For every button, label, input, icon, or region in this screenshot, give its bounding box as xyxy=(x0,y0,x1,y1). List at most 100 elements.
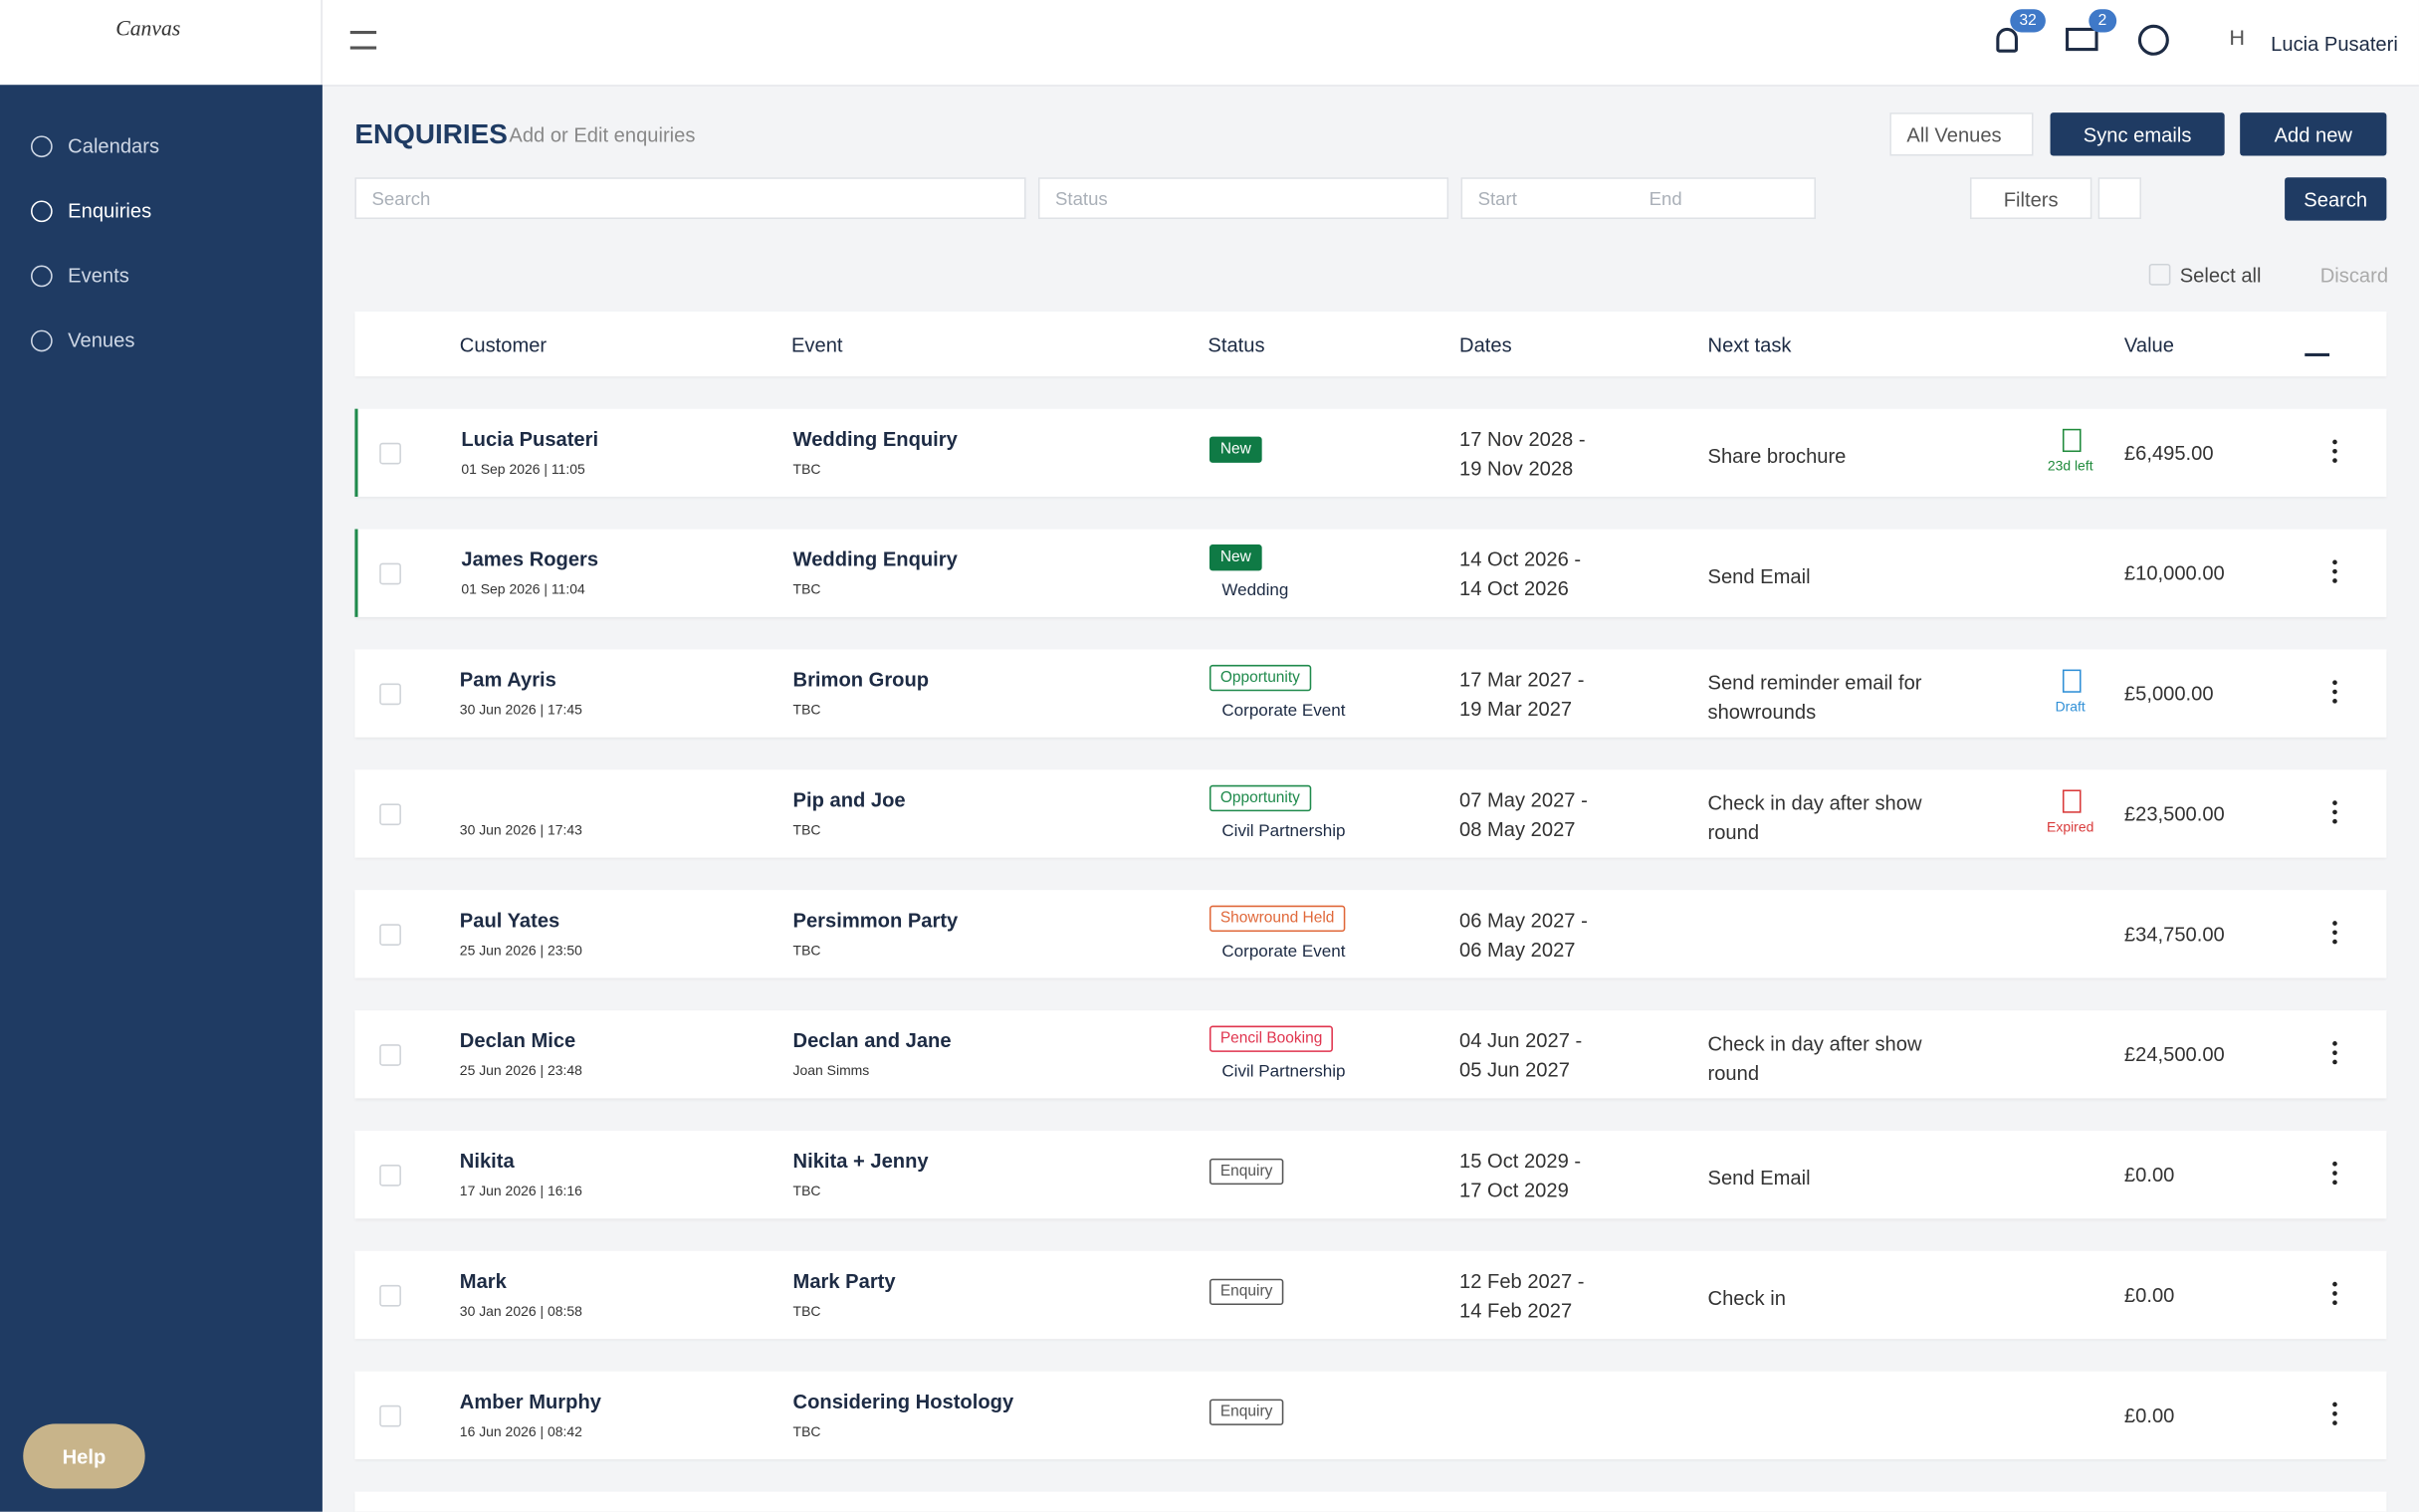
user-name[interactable]: Lucia Pusateri xyxy=(2271,32,2398,56)
row[interactable] xyxy=(354,1371,2387,1460)
column-header: Customer xyxy=(459,332,548,356)
row-menu[interactable] xyxy=(2332,680,2337,686)
value: £34,750.00 xyxy=(2123,922,2225,946)
column-header: Status xyxy=(1208,332,1265,356)
row-menu[interactable] xyxy=(2332,439,2337,445)
nav-item[interactable]: Enquiries xyxy=(30,199,151,222)
next-task: Send Email xyxy=(1707,564,1811,588)
event-type: Civil Partnership xyxy=(1221,821,1346,841)
row[interactable] xyxy=(354,649,2387,738)
status-tag: New xyxy=(1209,436,1262,463)
date: 05 Jun 2027 xyxy=(1459,1058,1570,1082)
status-tag: Enquiry xyxy=(1209,1399,1284,1425)
value: £24,500.00 xyxy=(2123,1042,2225,1066)
date: 17 Oct 2029 xyxy=(1459,1178,1569,1202)
search-button[interactable]: Search xyxy=(2285,177,2387,221)
event: Declan and Jane xyxy=(792,1028,952,1052)
row[interactable] xyxy=(354,529,2387,617)
search-input[interactable]: Search xyxy=(354,177,1026,220)
row[interactable] xyxy=(354,769,2387,858)
nav-item[interactable]: Events xyxy=(30,264,129,287)
menu-toggle[interactable] xyxy=(349,30,377,50)
checkbox[interactable] xyxy=(379,924,401,946)
add-button[interactable]: Add new xyxy=(2240,112,2387,156)
event: Nikita + Jenny xyxy=(792,1149,929,1173)
status-tag: New xyxy=(1209,544,1262,571)
notification-badge: 32 xyxy=(2010,9,2047,33)
row-menu[interactable] xyxy=(2332,800,2337,805)
event: Considering Hostology xyxy=(792,1390,1014,1413)
next-task: Check in xyxy=(1707,1286,1786,1310)
created: 30 Jun 2026 | 17:45 xyxy=(459,702,582,718)
filters-button[interactable]: Filters xyxy=(1969,177,2092,220)
event-type: Civil Partnership xyxy=(1221,1062,1346,1082)
select-all-checkbox[interactable] xyxy=(2148,263,2171,286)
row-menu[interactable] xyxy=(2332,1281,2337,1287)
column-header: Dates xyxy=(1459,332,1512,356)
help-button[interactable]: Help xyxy=(23,1423,145,1489)
date: 12 Feb 2027 - xyxy=(1459,1269,1585,1293)
date: 08 May 2027 xyxy=(1459,817,1576,841)
value: £5,000.00 xyxy=(2123,681,2214,706)
row[interactable] xyxy=(354,1250,2387,1340)
sync-button[interactable]: Sync emails xyxy=(2050,112,2225,156)
list-view[interactable] xyxy=(2097,177,2141,220)
chat-icon[interactable] xyxy=(2137,24,2169,56)
status-tag: Enquiry xyxy=(1209,1278,1284,1306)
value: £10,000.00 xyxy=(2123,561,2225,585)
row-menu[interactable] xyxy=(2332,1041,2337,1046)
row-menu[interactable] xyxy=(2332,559,2337,565)
contact: TBC xyxy=(792,702,821,718)
date: 14 Oct 2026 xyxy=(1459,576,1569,600)
row[interactable] xyxy=(354,890,2387,978)
date: 15 Oct 2029 - xyxy=(1459,1149,1582,1173)
row-menu[interactable] xyxy=(2332,1402,2337,1407)
row-menu[interactable] xyxy=(2332,1161,2337,1167)
checkbox[interactable] xyxy=(379,1165,401,1187)
date-range[interactable]: Start End xyxy=(1460,177,1816,220)
value: £0.00 xyxy=(2123,1163,2175,1187)
customer: Mark xyxy=(459,1269,507,1293)
checkbox[interactable] xyxy=(379,803,401,826)
select-all[interactable]: Select all xyxy=(2179,263,2262,288)
date: 17 Mar 2027 - xyxy=(1459,668,1585,692)
bell-icon[interactable] xyxy=(1996,27,2019,53)
status-tag: Enquiry xyxy=(1209,1158,1284,1186)
checkbox[interactable] xyxy=(379,1284,401,1307)
download-icon[interactable] xyxy=(2305,328,2330,356)
contact: TBC xyxy=(792,581,821,597)
checkbox[interactable] xyxy=(379,1044,401,1066)
column-header: Value xyxy=(2123,332,2174,356)
customer: Lucia Pusateri xyxy=(461,427,599,451)
start: Start xyxy=(1477,188,1517,210)
row[interactable] xyxy=(354,408,2387,498)
nav-item[interactable]: Calendars xyxy=(30,134,159,157)
created: 01 Sep 2026 | 11:04 xyxy=(461,581,585,597)
discard[interactable]: Discard xyxy=(2319,263,2389,288)
contact: TBC xyxy=(792,942,821,959)
row[interactable] xyxy=(354,1010,2387,1099)
value: £23,500.00 xyxy=(2123,801,2225,826)
checkbox[interactable] xyxy=(379,683,401,706)
event: Brimon Group xyxy=(792,668,930,692)
status-input[interactable]: Status xyxy=(1037,177,1449,220)
checkbox[interactable] xyxy=(379,562,401,585)
row-menu[interactable] xyxy=(2332,921,2337,926)
customer: Nikita xyxy=(459,1149,515,1173)
status-tag: Pencil Booking xyxy=(1209,1025,1334,1052)
doc-status: 23d left xyxy=(2047,458,2093,474)
date: 07 May 2027 - xyxy=(1459,787,1588,812)
created: 25 Jun 2026 | 23:48 xyxy=(459,1062,582,1079)
row[interactable] xyxy=(354,1130,2387,1219)
nav-item[interactable]: Venues xyxy=(30,328,134,351)
date: 04 Jun 2027 - xyxy=(1459,1028,1583,1052)
checkbox[interactable] xyxy=(379,1404,401,1427)
date: 14 Feb 2027 xyxy=(1459,1298,1573,1323)
table-header xyxy=(354,312,2387,377)
row xyxy=(354,1491,2387,1512)
mail-icon[interactable] xyxy=(2066,27,2098,52)
venue-select[interactable]: All Venues xyxy=(1889,112,2034,156)
page-title: ENQUIRIES xyxy=(354,118,508,150)
checkbox[interactable] xyxy=(379,442,401,465)
status-tag: Opportunity xyxy=(1209,784,1311,812)
